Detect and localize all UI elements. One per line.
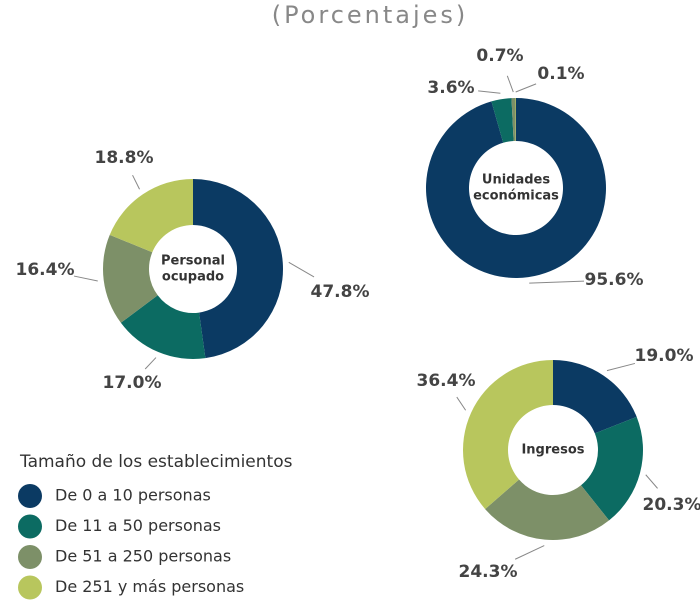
value-label: 20.3% <box>643 495 700 515</box>
donut-slice <box>102 234 158 323</box>
legend-title: Tamaño de los establecimientos <box>19 452 293 472</box>
leader-line <box>529 280 585 284</box>
leader-line <box>73 275 98 282</box>
legend-label: De 0 a 10 personas <box>55 486 211 505</box>
value-label: 0.7% <box>476 46 523 66</box>
center-label: Unidades <box>482 173 550 188</box>
value-label: 95.6% <box>585 270 644 290</box>
donut-slice <box>581 416 643 521</box>
leader-line <box>515 83 537 93</box>
legend-swatch <box>18 575 42 600</box>
leader-line <box>132 174 140 190</box>
center-label: Personal <box>161 254 225 269</box>
value-label: 16.4% <box>16 260 75 280</box>
legend-swatch <box>18 514 42 539</box>
value-label: 24.3% <box>459 562 518 582</box>
chart-title: (Porcentajes) <box>272 1 469 29</box>
value-label: 36.4% <box>417 371 476 391</box>
donut-slice <box>426 98 606 278</box>
value-label: 19.0% <box>635 346 694 366</box>
legend-label: De 11 a 50 personas <box>55 516 221 535</box>
legend-label: De 251 y más personas <box>55 577 244 596</box>
legend-label: De 51 a 250 personas <box>55 547 231 566</box>
value-label: 0.1% <box>537 64 584 84</box>
donut-slice <box>515 98 516 142</box>
leader-line <box>144 357 157 370</box>
donut-slice <box>491 98 514 143</box>
donut-slice <box>511 98 516 142</box>
leader-line <box>478 90 501 94</box>
leader-line <box>645 474 658 489</box>
donut-slice <box>553 360 637 434</box>
donut-slice <box>193 179 284 359</box>
center-label: Ingresos <box>521 443 584 458</box>
center-label: económicas <box>473 189 559 204</box>
leader-line <box>288 261 315 278</box>
leader-line <box>514 545 545 560</box>
leader-line <box>606 362 636 372</box>
leader-line <box>456 396 467 411</box>
value-label: 17.0% <box>103 373 162 393</box>
donut-slice <box>120 295 206 359</box>
legend-swatch <box>18 484 42 508</box>
donut-slice <box>485 479 610 540</box>
legend-swatch <box>18 545 42 569</box>
center-label: ocupado <box>162 270 224 285</box>
value-label: 3.6% <box>427 78 474 98</box>
leader-line <box>506 75 514 93</box>
value-label: 47.8% <box>311 282 370 302</box>
donut-slice <box>463 360 553 510</box>
donut-slice <box>109 179 193 253</box>
value-label: 18.8% <box>95 148 154 168</box>
